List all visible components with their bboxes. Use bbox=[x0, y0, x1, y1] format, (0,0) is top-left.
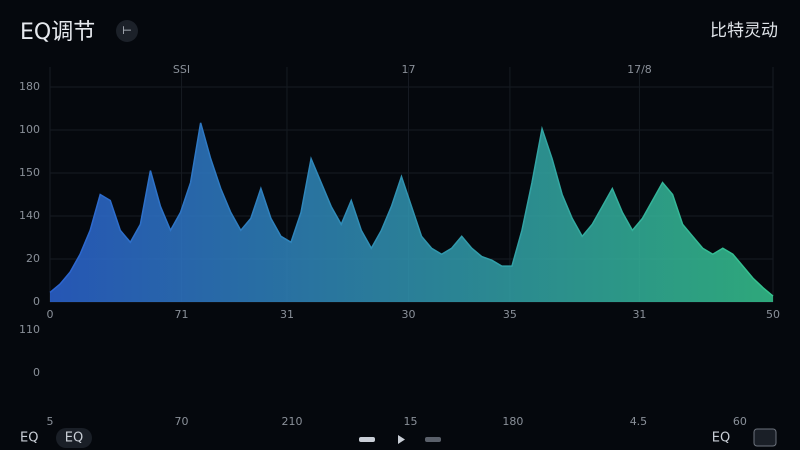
y-tick-label: 20 bbox=[26, 252, 40, 265]
annotation: 17 bbox=[401, 63, 415, 76]
x-tick-label: 0 bbox=[47, 308, 54, 321]
brand: 比特灵动 bbox=[710, 21, 778, 41]
x-tick-label: 60 bbox=[733, 415, 747, 428]
x-tick-label: 35 bbox=[503, 308, 517, 321]
play-control[interactable] bbox=[398, 435, 405, 444]
next-control[interactable] bbox=[425, 437, 441, 442]
badge-bg[interactable] bbox=[116, 20, 138, 42]
badge[interactable]: ⊢ bbox=[122, 24, 132, 37]
x-tick-label: 70 bbox=[175, 415, 189, 428]
y-tick-label: 0 bbox=[33, 366, 40, 379]
title: EQ调节 bbox=[20, 20, 95, 45]
spectrum-line bbox=[49, 122, 774, 297]
y-tick-label: 180 bbox=[19, 80, 40, 93]
eq-button-right[interactable]: EQ bbox=[712, 431, 730, 446]
spectrum-area bbox=[50, 122, 773, 302]
x-tick-label: 71 bbox=[175, 308, 189, 321]
x-tick-label: 30 bbox=[401, 308, 415, 321]
annotation: SSI bbox=[173, 63, 190, 76]
x-tick-label: 50 bbox=[766, 308, 780, 321]
y-tick-label: 140 bbox=[19, 209, 40, 222]
y-tick-label: 150 bbox=[19, 166, 40, 179]
y-tick-label: 0 bbox=[33, 295, 40, 308]
eq-button-bg[interactable] bbox=[56, 428, 92, 448]
x-tick-label: 5 bbox=[47, 415, 54, 428]
x-tick-label: 31 bbox=[280, 308, 294, 321]
x-tick-label: 15 bbox=[403, 415, 417, 428]
y-tick-label: 100 bbox=[19, 123, 40, 136]
prev-control[interactable] bbox=[359, 437, 375, 442]
x-tick-label: 210 bbox=[282, 415, 303, 428]
eq-button[interactable]: EQ bbox=[65, 431, 83, 446]
x-tick-label: 31 bbox=[632, 308, 646, 321]
x-tick-label: 180 bbox=[502, 415, 523, 428]
y-tick-label: 110 bbox=[19, 323, 40, 336]
menu-icon[interactable] bbox=[753, 428, 777, 447]
annotation: 17/8 bbox=[627, 63, 652, 76]
footer-label: EQ bbox=[20, 431, 38, 446]
x-tick-label: 4.5 bbox=[630, 415, 648, 428]
